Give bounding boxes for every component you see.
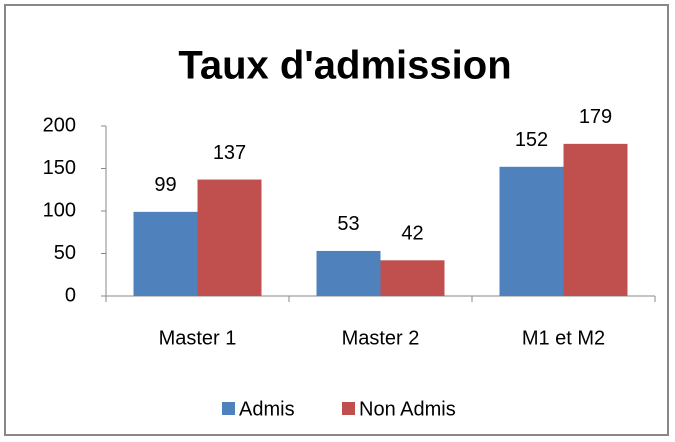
bar (563, 143, 628, 296)
data-label: 99 (154, 174, 176, 196)
y-tick-label: 200 (43, 114, 76, 136)
data-label: 152 (515, 129, 548, 151)
data-label: 137 (213, 142, 246, 164)
legend-swatch (342, 402, 355, 415)
y-tick-label: 0 (65, 284, 76, 306)
chart-title: Taux d'admission (178, 44, 511, 88)
bar (499, 166, 564, 296)
x-tick-label: M1 et M2 (522, 327, 605, 349)
data-label: 179 (579, 106, 612, 128)
legend-label: Non Admis (359, 398, 456, 420)
bar (197, 179, 262, 296)
bar (133, 211, 198, 296)
legend-swatch (222, 402, 235, 415)
data-label: 42 (401, 223, 423, 245)
x-tick-label: Master 1 (159, 327, 237, 349)
bar (316, 250, 381, 296)
y-tick-label: 50 (54, 242, 76, 264)
y-tick-label: 100 (43, 199, 76, 221)
y-tick-label: 150 (43, 157, 76, 179)
x-tick-label: Master 2 (342, 327, 420, 349)
data-label: 53 (337, 213, 359, 235)
bar (380, 260, 445, 296)
legend-label: Admis (239, 398, 295, 420)
